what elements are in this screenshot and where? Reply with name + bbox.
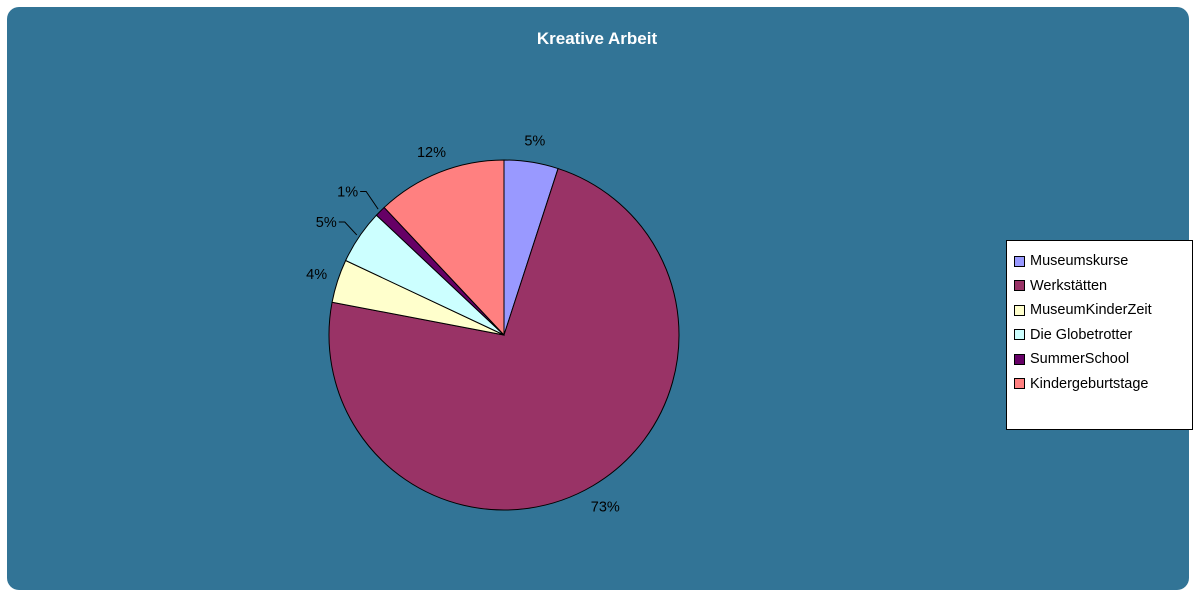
legend-swatch: [1014, 378, 1025, 390]
data-label-die-globetrotter: 5%: [316, 215, 337, 231]
pie-slice-werkst-tten: [328, 167, 680, 511]
leader-line-summerschool: [360, 190, 379, 210]
leader-line-die-globetrotter: [338, 221, 358, 236]
data-label-werkst-tten: 73%: [591, 499, 620, 515]
legend-item-museumkinderzeit: MuseumKinderZeit: [1007, 298, 1192, 323]
chart-title: Kreative Arbeit: [536, 29, 658, 48]
legend-item-summerschool: SummerSchool: [1007, 347, 1192, 372]
legend-swatch: [1014, 353, 1025, 365]
pie-slice-kindergeburtstage: [383, 159, 505, 337]
legend-swatch: [1014, 255, 1025, 267]
chart-legend: Museumskurse Werkstätten MuseumKinderZeit D…: [1006, 240, 1193, 430]
legend-swatch: [1014, 304, 1025, 316]
legend-label: Kindergeburtstage: [1030, 375, 1149, 392]
legend-label: Museumskurse: [1030, 253, 1129, 270]
legend-swatch: [1014, 329, 1025, 341]
legend-item-die-globetrotter: Die Globetrotter: [1007, 323, 1192, 348]
legend-label: Die Globetrotter: [1030, 326, 1133, 343]
data-label-museumkinderzeit: 4%: [306, 267, 327, 283]
legend-item-werkst-tten: Werkstätten: [1007, 274, 1192, 299]
data-label-museumskurse: 5%: [524, 133, 545, 149]
legend-label: SummerSchool: [1030, 351, 1130, 368]
legend-item-kindergeburtstage: Kindergeburtstage: [1007, 372, 1192, 397]
legend-item-museumskurse: Museumskurse: [1007, 249, 1192, 274]
legend-swatch: [1014, 280, 1025, 292]
legend-label: Werkstätten: [1030, 277, 1108, 294]
data-label-kindergeburtstage: 12%: [417, 145, 446, 161]
legend-label: MuseumKinderZeit: [1030, 302, 1152, 319]
data-label-summerschool: 1%: [337, 184, 358, 200]
